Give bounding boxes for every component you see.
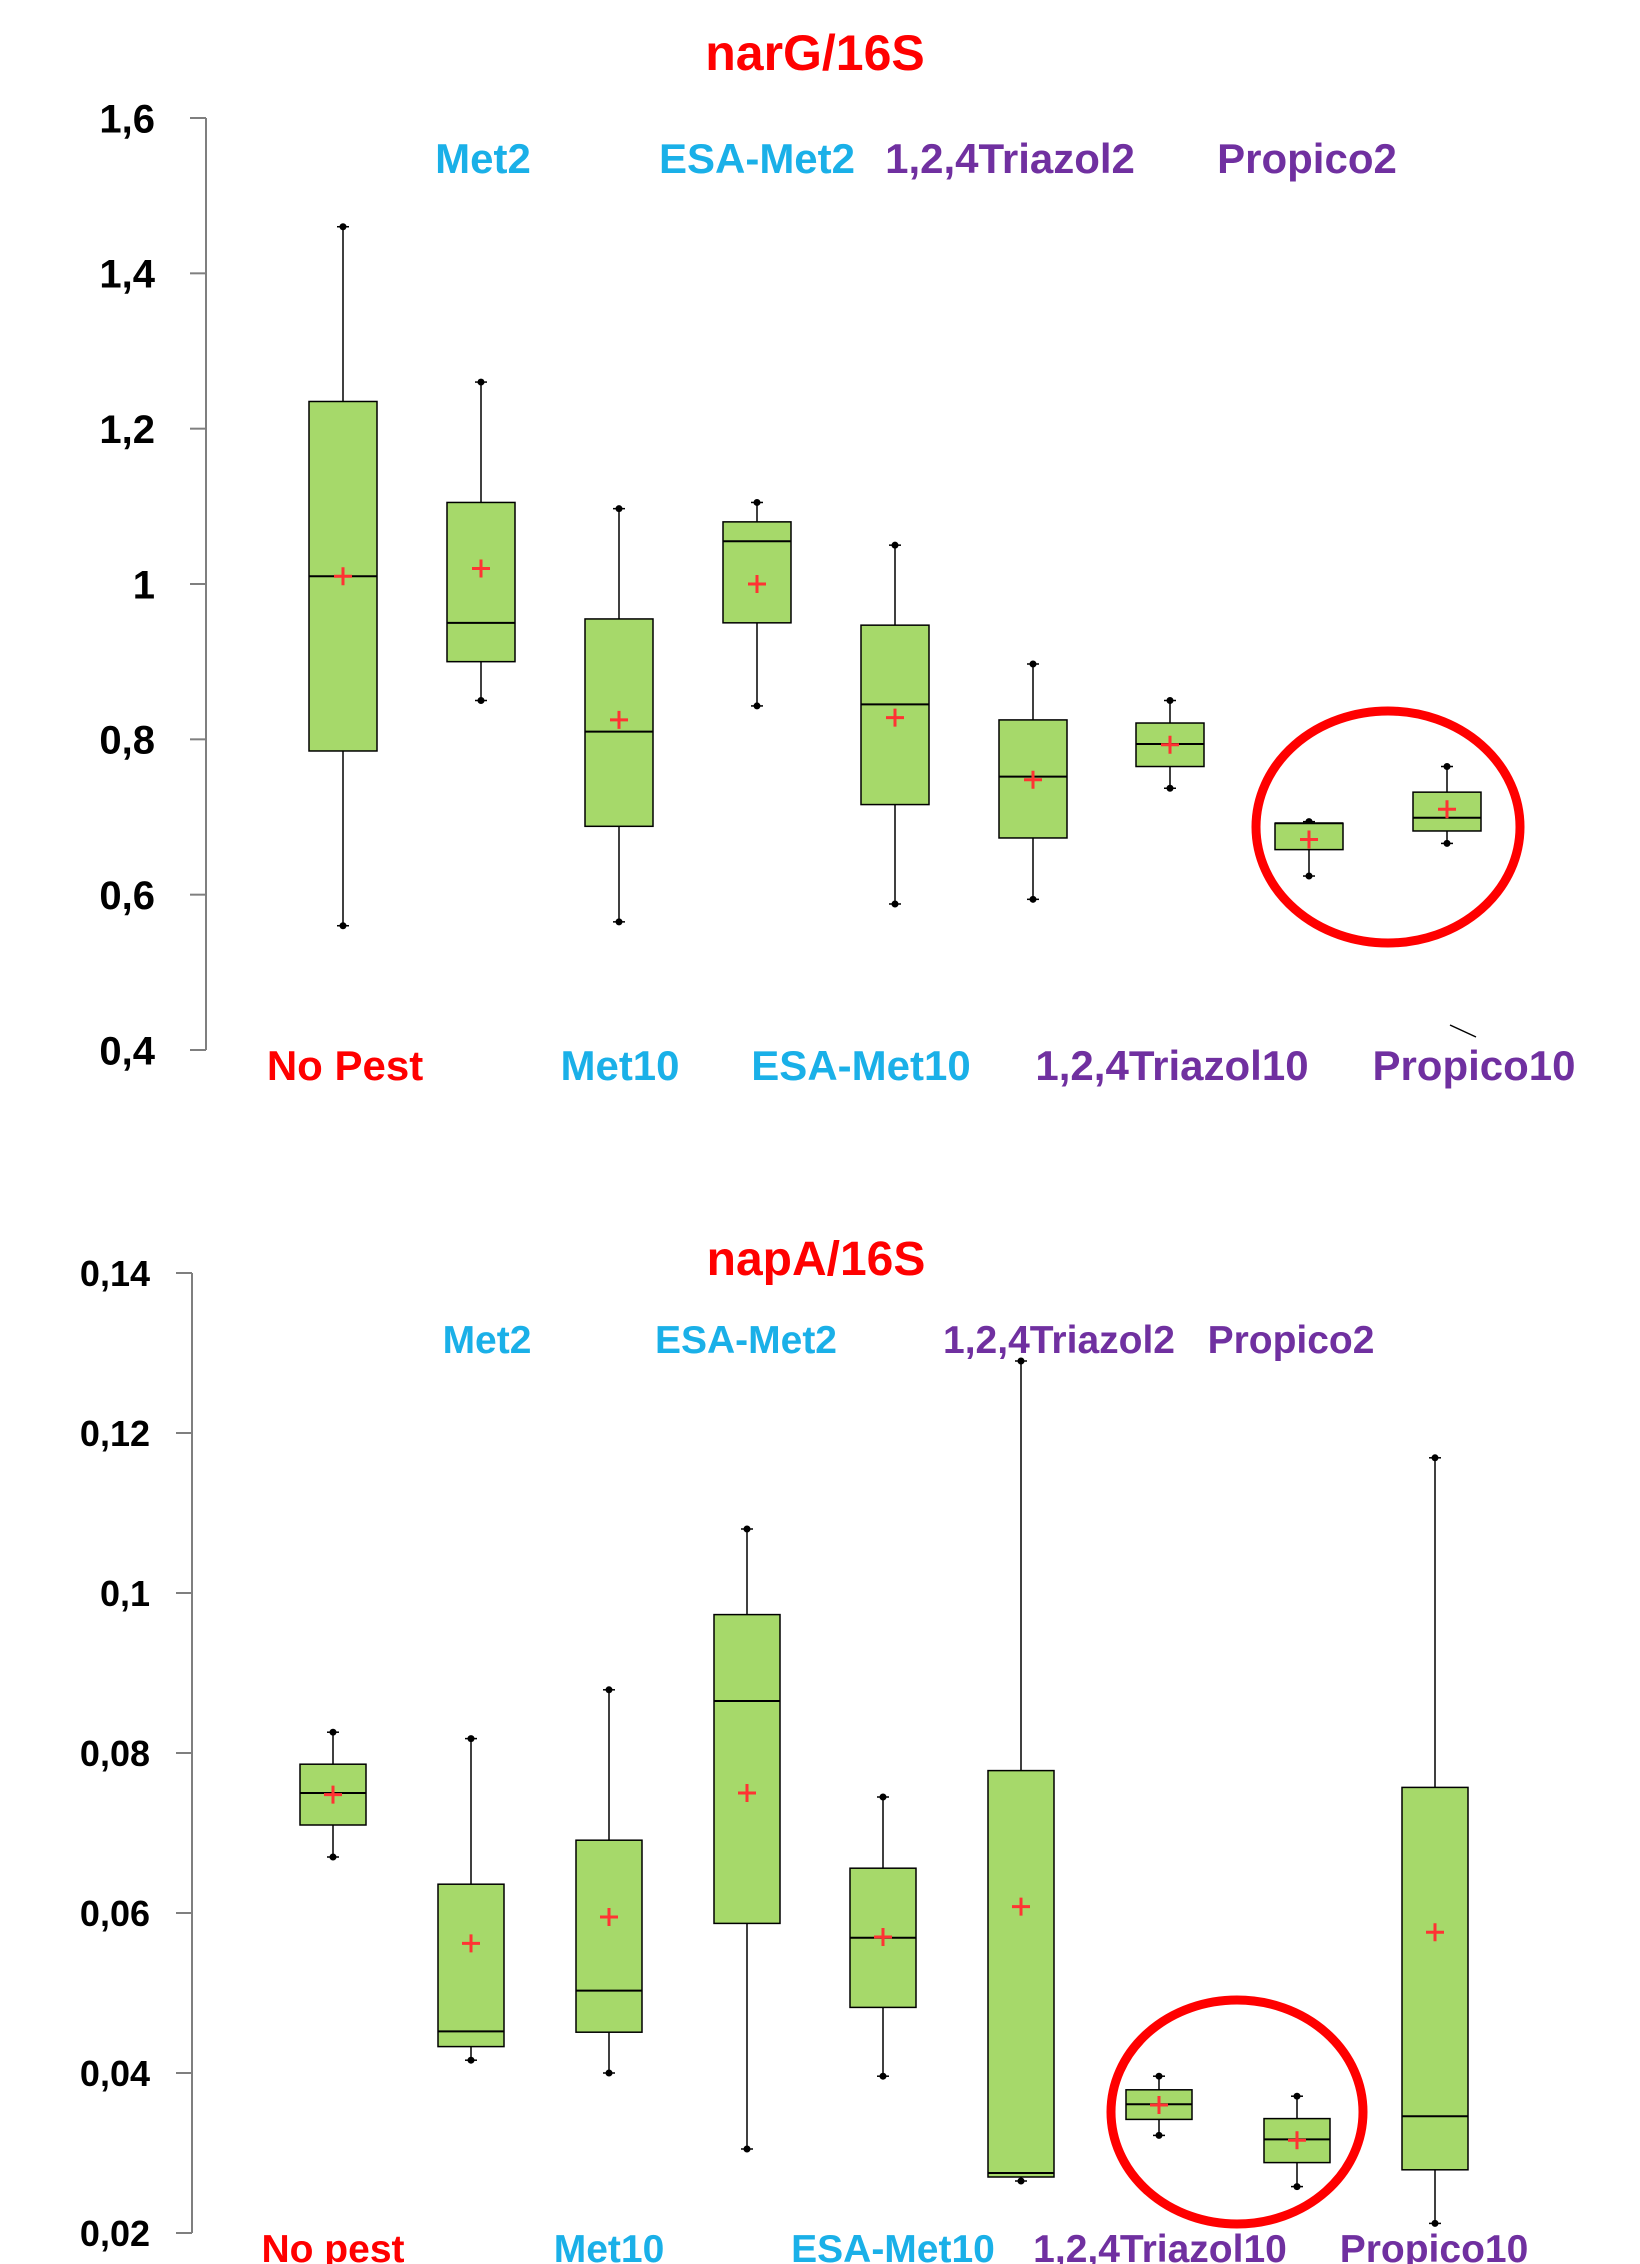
chart2-y-tick-label: 0,1 [100,1573,150,1614]
chart2-y-tick-label: 0,08 [80,1733,150,1774]
chart2-bottom-label: Propico10 [1340,2228,1529,2264]
mean-marker [462,1934,480,1953]
chart1-y-tick-label: 0,4 [99,1029,155,1073]
chart2-boxplot [713,1525,781,2153]
chart1-boxplot [1274,818,1344,880]
chart2-boxplot [849,1793,917,2080]
chart1-highlight-circle [1251,706,1525,948]
chart1-y-tick-label: 1 [133,563,155,607]
chart2-bottom-label: No pest [261,2228,404,2264]
chart1-y-tick-label: 0,8 [99,719,155,763]
chart1-y-tick-label: 0,6 [99,874,155,918]
mean-marker [886,708,904,727]
chart1-stray-stroke [1449,1024,1477,1038]
mean-marker [472,559,490,578]
chart1-boxplot [998,660,1068,903]
mean-marker [334,567,352,586]
chart2-boxplot [437,1735,505,2064]
chart2-bottom-label: 1,2,4Triazol10 [1033,2228,1287,2264]
chart1-bottom-label: No Pest [267,1042,423,1089]
chart2-bottom-label: Met10 [554,2228,665,2264]
chart1-top-label: ESA-Met2 [659,135,855,182]
chart2-y-tick-label: 0,06 [80,1893,150,1934]
chart1-y-tick-label: 1,2 [99,408,155,452]
chart1-boxplot [584,505,654,926]
chart1-bottom-label: Met10 [560,1042,679,1089]
chart2-y-tick-label: 0,02 [80,2213,150,2254]
chart2-boxplot [987,1357,1055,2185]
mean-marker [1150,2096,1168,2114]
chart1-bottom-label: 1,2,4Triazol10 [1035,1042,1308,1089]
iqr-box [1401,1786,1469,2171]
chart1-y-tick-label: 1,4 [99,253,155,297]
mean-marker [1024,770,1042,789]
chart2-title: napA/16S [707,1233,926,1286]
chart1-bottom-label: Propico10 [1372,1042,1575,1089]
iqr-box [713,1613,781,1925]
mean-marker [1012,1897,1030,1916]
mean-marker [748,575,766,593]
iqr-box [446,501,516,663]
chart2-y-tick-label: 0,12 [80,1413,150,1454]
chart2-top-label: Propico2 [1208,1319,1375,1362]
chart2-boxplot [1125,2072,1193,2139]
chart1-top-label: Propico2 [1217,135,1397,182]
chart1-boxplot [722,498,792,710]
chart1-boxplot [446,378,516,704]
iqr-box [987,1769,1055,2178]
chart2-top-label: 1,2,4Triazol2 [943,1319,1175,1362]
chart2-boxplot [1263,2092,1331,2191]
chart2-bottom-label: ESA-Met10 [791,2228,995,2264]
chart2-y-tick-label: 0,04 [80,2053,150,2094]
chart1-boxplot [1135,697,1205,792]
mean-marker [1426,1923,1444,1942]
chart1-boxplot [1412,763,1482,847]
mean-marker [874,1928,892,1946]
mean-marker [1161,735,1179,754]
chart1-bottom-label: ESA-Met10 [751,1042,970,1089]
chart1-boxplot [860,541,930,908]
mean-marker [600,1908,618,1926]
iqr-box [575,1839,643,2033]
chart2-y-tick-label: 0,14 [80,1253,150,1294]
mean-marker [610,710,628,729]
chart2-boxplot [299,1728,367,1861]
chart1-boxplot [308,223,378,930]
chart2-boxplot [1401,1454,1469,2227]
chart2-top-label: ESA-Met2 [655,1319,837,1362]
chart2-boxplot [575,1686,643,2077]
chart2: 0,14 0,12 0,1 0,08 0,06 0,04 0,02 napA/16S Met2 E… [80,1233,1528,2264]
chart1-top-label: Met2 [435,135,531,182]
chart1: 1,6 1,4 1,2 1 0,8 0,6 0,4 narG/16S Met2 ESA-Met2 1… [99,25,1575,1089]
mean-marker [738,1784,756,1802]
chart1-top-label: 1,2,4Triazol2 [885,135,1135,182]
chart1-y-tick-label: 1,6 [99,97,155,141]
chart1-title: narG/16S [705,25,925,81]
mean-marker [1438,800,1456,819]
mean-marker [324,1785,342,1804]
chart2-top-label: Met2 [443,1319,532,1362]
mean-marker [1300,830,1318,849]
iqr-box [722,521,792,624]
chart2-highlight-circle [1106,1995,1368,2229]
mean-marker [1288,2131,1306,2150]
iqr-box [437,1883,505,2048]
